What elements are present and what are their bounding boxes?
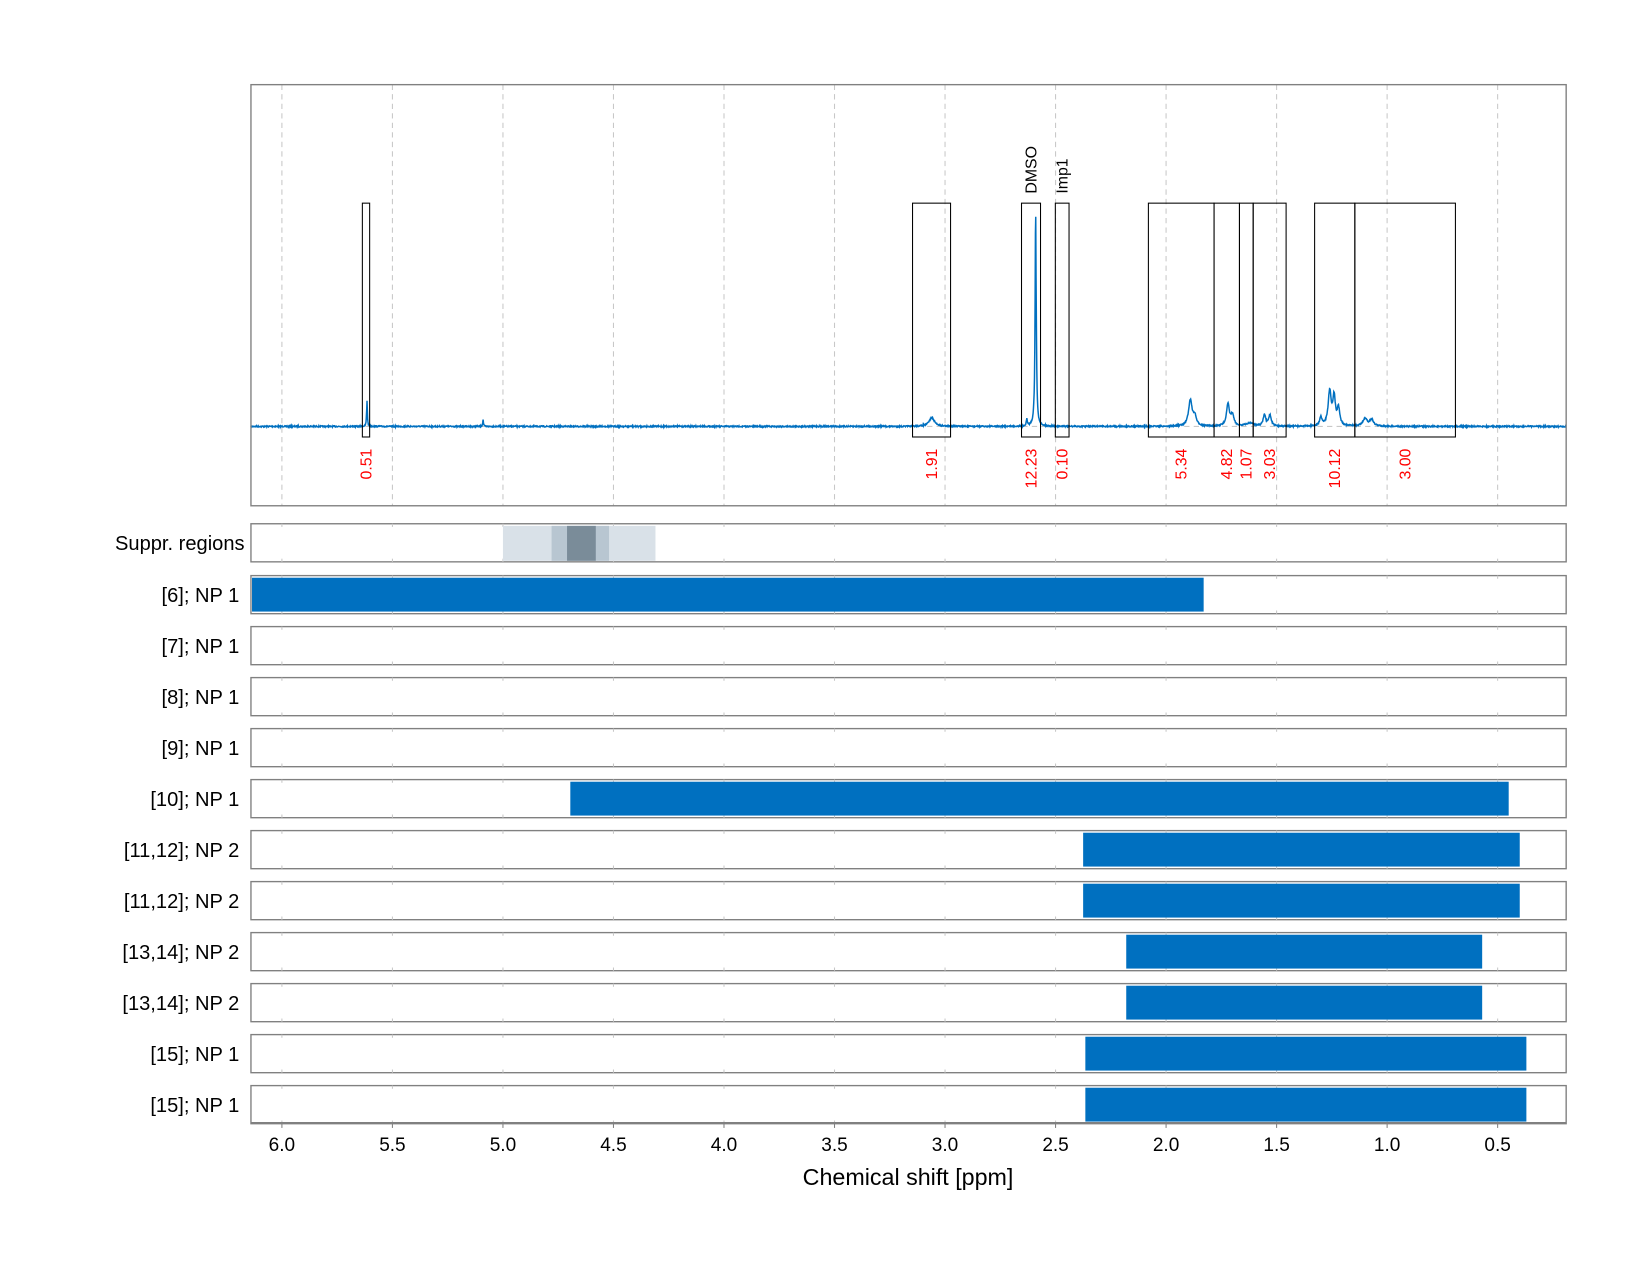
x-tick-label: 1.0 <box>1374 1135 1400 1156</box>
integration-box <box>1238 202 1254 438</box>
x-tick-label: 5.5 <box>379 1135 405 1156</box>
spectrum-frame <box>250 83 1567 507</box>
assignment-bar <box>1083 832 1520 867</box>
row-label: [7]; NP 1 <box>161 636 239 658</box>
row-label: [11,12]; NP 2 <box>124 840 239 862</box>
row-frame <box>250 829 1567 870</box>
row-label: [11,12]; NP 2 <box>124 891 239 913</box>
integral-value: 12.23 <box>1023 448 1040 488</box>
integral-value: 4.82 <box>1219 448 1236 479</box>
assignment-row: [13,14]; NP 2 <box>122 931 1567 972</box>
row-frame <box>250 1084 1567 1125</box>
integration-box <box>1213 202 1240 438</box>
spectrum-panel: 0.51 1.91 12.23 DMSO 0.10 Imp1 5.34 4.82 1.07 3.0… <box>250 83 1567 507</box>
assignment-row: [9]; NP 1 <box>161 727 1567 768</box>
assignment-row: [10]; NP 1 <box>150 778 1567 819</box>
spectrum <box>250 216 1567 430</box>
assignment-row: [13,14]; NP 2 <box>122 982 1567 1023</box>
integration-box <box>1252 202 1287 438</box>
integration-box <box>912 202 952 438</box>
assignment-bar <box>1126 934 1483 969</box>
row-frame <box>250 1033 1567 1074</box>
assignment-bar <box>1083 883 1520 918</box>
assignment-row: [11,12]; NP 2 <box>124 880 1567 921</box>
row-label: [9]; NP 1 <box>161 738 239 760</box>
assignment-row: [15]; NP 1 <box>150 1033 1567 1074</box>
integral-value: 0.51 <box>358 448 375 479</box>
integral-value: 0.10 <box>1054 448 1071 479</box>
assignment-row: [8]; NP 1 <box>161 676 1567 717</box>
row-frame <box>250 574 1567 615</box>
integral-value: 10.12 <box>1327 448 1344 488</box>
row-label: [13,14]; NP 2 <box>122 993 239 1015</box>
row-frame <box>250 625 1567 666</box>
row-frame <box>250 982 1567 1023</box>
x-tick-label: 2.0 <box>1153 1135 1179 1156</box>
row-label: [10]; NP 1 <box>150 789 239 811</box>
assignment-bar <box>1085 1087 1527 1122</box>
assignment-row: [11,12]; NP 2 <box>124 829 1567 870</box>
peak-name-label: Imp1 <box>1054 158 1071 193</box>
assignment-bar <box>252 577 1204 612</box>
integral-value: 1.07 <box>1239 448 1256 479</box>
row-label: [13,14]; NP 2 <box>122 942 239 964</box>
row-label: Suppr. regions <box>115 533 245 555</box>
row-frame <box>250 880 1567 921</box>
x-tick-label: 1.5 <box>1263 1135 1289 1156</box>
integral-value: 5.34 <box>1174 448 1191 479</box>
x-tick-label: 2.5 <box>1042 1135 1068 1156</box>
x-tick-label: 5.0 <box>490 1135 516 1156</box>
integral-value: 3.03 <box>1262 448 1279 479</box>
x-axis-title: Chemical shift [ppm] <box>803 1164 1014 1190</box>
x-axis: 6.0 5.5 5.0 4.5 4.0 3.5 3.0 2.5 2.0 1.5 1.0 0.5 <box>250 1121 1567 1156</box>
integration-box <box>1354 202 1456 438</box>
assignment-row: [7]; NP 1 <box>161 625 1567 666</box>
assignment-bar <box>1126 985 1483 1020</box>
integral-value: 3.00 <box>1397 448 1414 479</box>
assignment-rows: Suppr. regions [6]; NP 1 [7]; NP 1 [8]; NP … <box>115 523 1567 1125</box>
row-frame <box>250 931 1567 972</box>
assignment-bar <box>570 781 1509 816</box>
spectrum-line <box>250 216 1567 430</box>
assignment-row: Suppr. regions <box>115 523 1567 563</box>
row-label: [6]; NP 1 <box>161 585 239 607</box>
x-tick-label: 3.0 <box>932 1135 958 1156</box>
integration-box <box>361 202 371 438</box>
grid-lines <box>281 84 1499 506</box>
integration-box <box>1020 202 1042 438</box>
row-label: [15]; NP 1 <box>150 1044 239 1066</box>
peak-name-label: DMSO <box>1023 146 1040 194</box>
row-frame <box>250 523 1567 563</box>
row-frame <box>250 727 1567 768</box>
x-tick-label: 6.0 <box>269 1135 295 1156</box>
integral-value: 1.91 <box>924 448 941 479</box>
x-tick-label: 0.5 <box>1484 1135 1510 1156</box>
x-tick-label: 3.5 <box>821 1135 847 1156</box>
assignment-bar <box>1085 1036 1527 1071</box>
integration-regions: 0.51 1.91 12.23 DMSO 0.10 Imp1 5.34 4.82 1.07 3.0… <box>358 146 1456 488</box>
assignment-row: [6]; NP 1 <box>161 574 1567 615</box>
x-tick-label: 4.5 <box>600 1135 626 1156</box>
integration-box <box>1147 202 1215 438</box>
row-frame <box>250 778 1567 819</box>
row-label: [15]; NP 1 <box>150 1095 239 1117</box>
x-tick-label: 4.0 <box>711 1135 737 1156</box>
assignment-row: [15]; NP 1 <box>150 1084 1567 1125</box>
integration-box <box>1054 202 1070 438</box>
row-label: [8]; NP 1 <box>161 687 239 709</box>
row-frame <box>250 676 1567 717</box>
suppressed-band <box>567 525 596 561</box>
